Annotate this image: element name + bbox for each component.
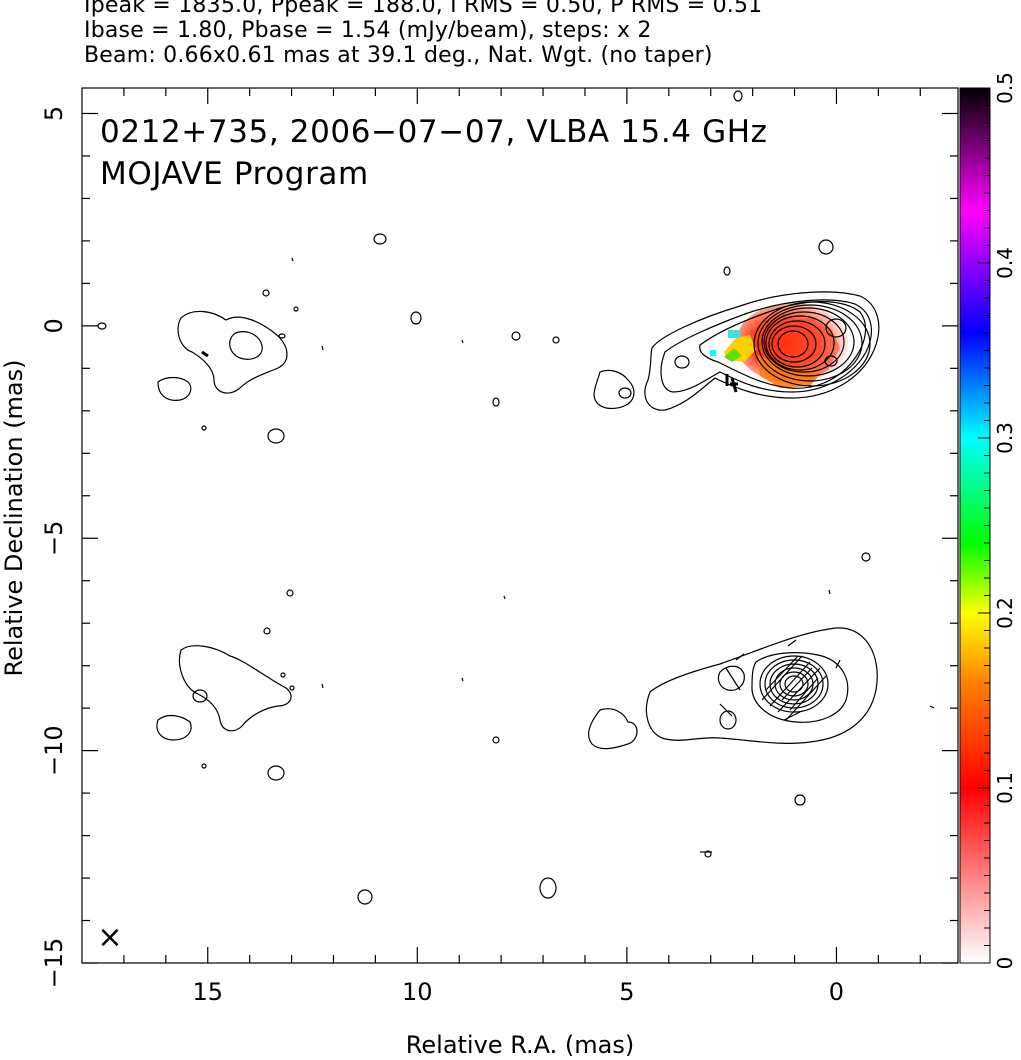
y-tick-label: −15 — [40, 938, 68, 989]
plot-frame — [81, 87, 959, 964]
y-axis-label: Relative Declination (mas) — [0, 359, 28, 676]
axis-ticks — [82, 88, 958, 964]
x-tick-label: 5 — [619, 978, 634, 1006]
beam-marker: × — [97, 920, 122, 955]
y-tick-label: 5 — [40, 106, 68, 121]
y-tick-label: −5 — [40, 521, 68, 556]
colorbar-tick-label: 0.1 — [993, 772, 1017, 804]
colorbar-ticks — [978, 87, 990, 964]
plot-title: 0212+735, 2006−07−07, VLBA 15.4 GHz — [100, 114, 767, 150]
colorbar-tick-label: 0.4 — [993, 247, 1017, 279]
colorbar-tick-label: 0 — [993, 957, 1017, 970]
y-tick-label: 0 — [40, 318, 68, 333]
colorbar-tick-label: 0.2 — [993, 597, 1017, 629]
lower-contours — [156, 589, 935, 905]
header-line-2: Ibase = 1.80, Pbase = 1.54 (mJy/beam), s… — [84, 18, 652, 43]
colorbar-tick-labels: 0 0.1 0.2 0.3 0.4 0.5 — [993, 72, 1017, 969]
y-tick-label: −10 — [40, 725, 68, 776]
x-tick-label: 10 — [402, 978, 433, 1006]
colorbar-tick-label: 0.3 — [993, 422, 1017, 454]
polarization-vectors — [719, 639, 841, 721]
colorbar-tick-label: 0.5 — [993, 72, 1017, 104]
header-line-3: Beam: 0.66x0.61 mas at 39.1 deg., Nat. W… — [84, 43, 713, 68]
x-tick-label: 0 — [829, 978, 844, 1006]
upper-contours — [97, 90, 880, 600]
x-axis-label: Relative R.A. (mas) — [406, 1031, 634, 1059]
header-line-1: Ipeak = 1835.0, Ppeak = 188.0, I RMS = 0… — [84, 0, 763, 18]
x-tick-label: 15 — [192, 978, 223, 1006]
plot-subtitle: MOJAVE Program — [100, 156, 369, 192]
image-area: × — [97, 90, 935, 955]
axis-tick-labels: 15 10 5 0 5 0 −5 −10 −15 — [40, 106, 844, 1006]
